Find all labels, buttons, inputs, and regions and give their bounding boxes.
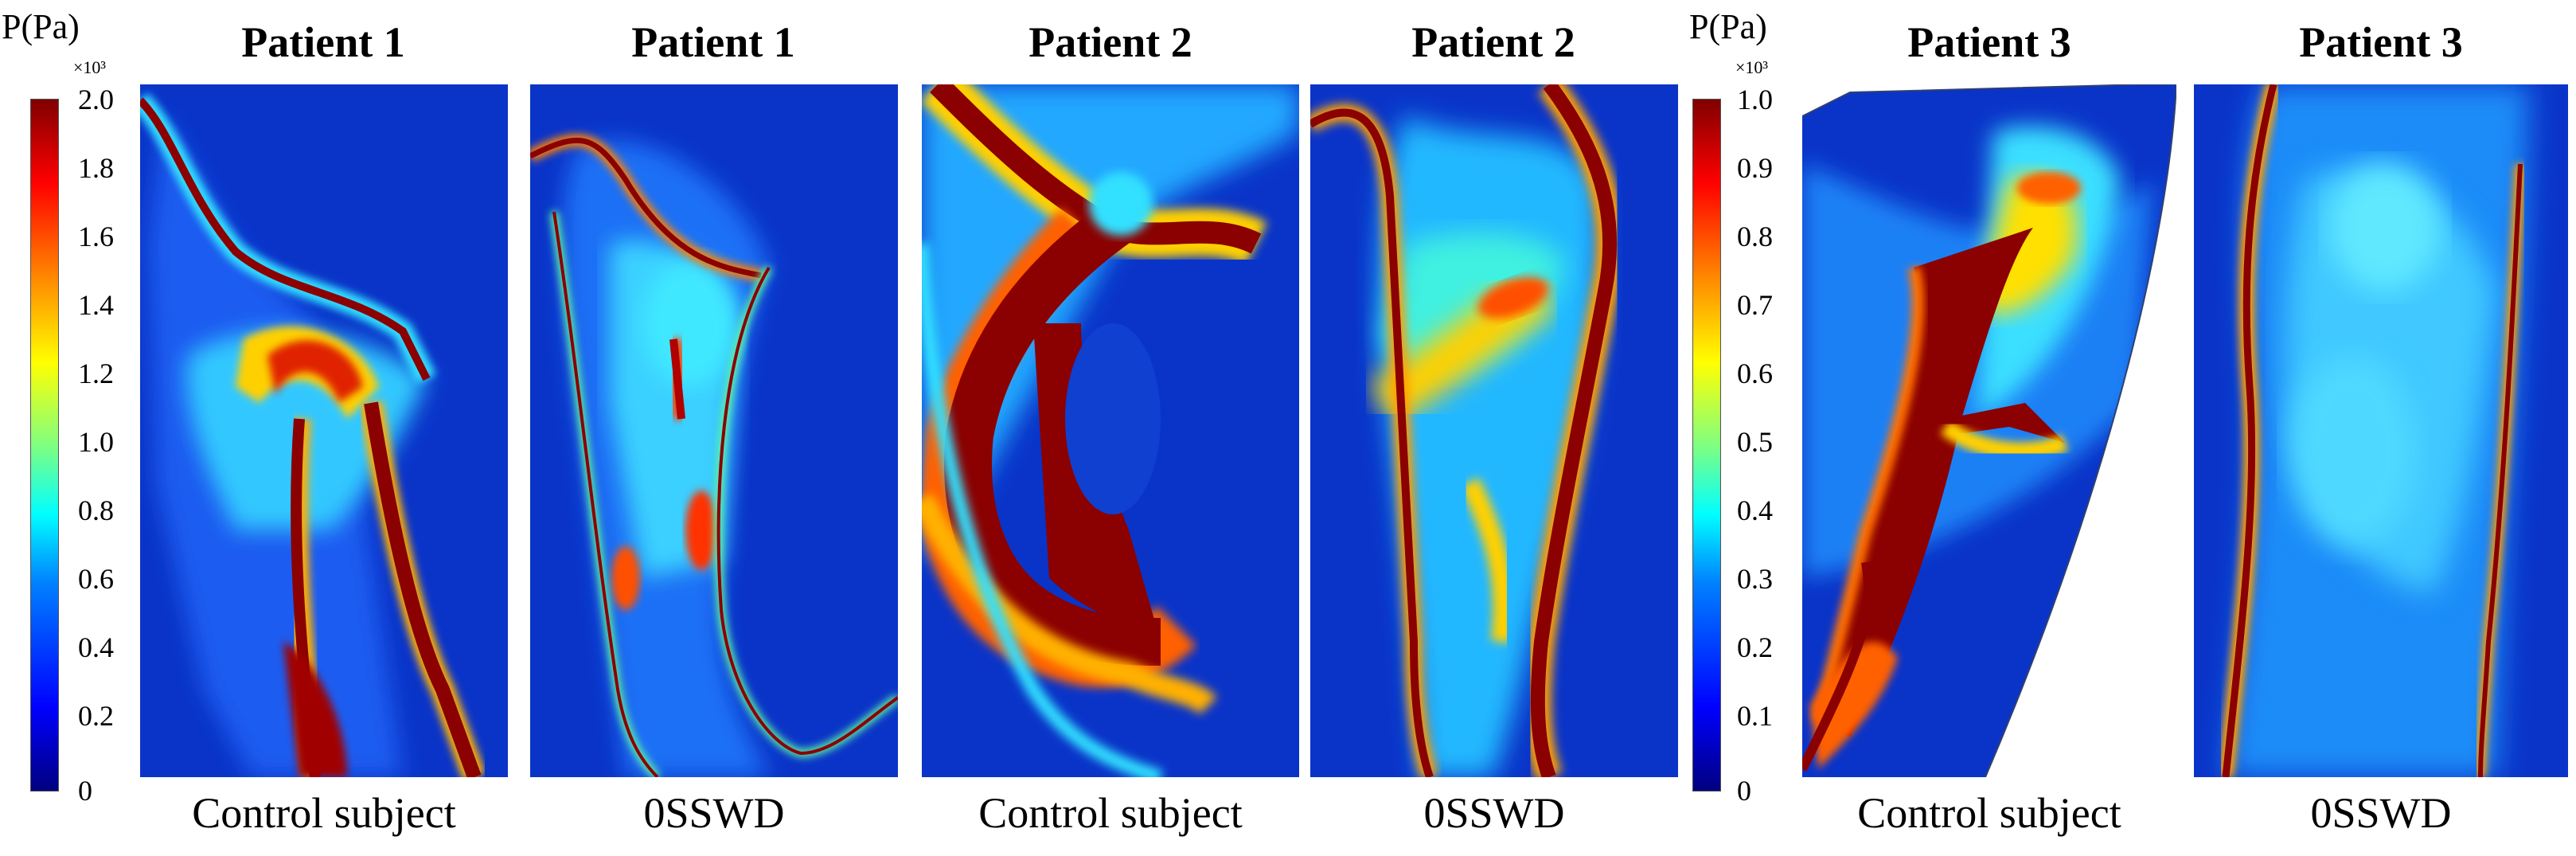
colorbar-1-tick: 1.0 — [78, 426, 114, 458]
panel-1-title: Patient 1 — [241, 18, 405, 66]
colorbar-1-multiplier: ×10³ — [73, 57, 107, 77]
panel-5-title: Patient 3 — [1907, 18, 2071, 66]
panel-1-caption: Control subject — [192, 789, 456, 837]
panel-6-caption: 0SSWD — [2310, 789, 2452, 837]
panel-4-pressure-map — [1310, 84, 1678, 777]
colorbar-1-tick: 1.6 — [78, 221, 114, 252]
colorbar-1-tick: 1.2 — [78, 358, 114, 389]
panel-5-caption: Control subject — [1857, 789, 2121, 837]
colorbar-1-tick: 0.2 — [78, 700, 114, 732]
panel-4-caption: 0SSWD — [1423, 789, 1565, 837]
colorbar-1-tick: 0.8 — [78, 494, 114, 526]
colorbar-2 — [1692, 99, 1721, 792]
panel-2-pressure-map — [530, 84, 898, 777]
colorbar-2-tick: 0.9 — [1737, 152, 1773, 184]
panel-2-caption: 0SSWD — [643, 789, 785, 837]
colorbar-1-tick: 0 — [78, 775, 92, 807]
colorbar-1-title: P(Pa) — [2, 7, 80, 46]
panel-2-title: Patient 1 — [631, 18, 795, 66]
panel-6-pressure-map — [2194, 84, 2568, 777]
colorbar-2-tick: 0.4 — [1737, 494, 1773, 526]
colorbar-2-tick: 0.5 — [1737, 426, 1773, 458]
colorbar-2-tick: 0 — [1737, 775, 1751, 807]
colorbar-1 — [30, 99, 59, 792]
colorbar-2-tick: 0.7 — [1737, 289, 1773, 321]
colorbar-1-tick: 0.6 — [78, 563, 114, 595]
panel-3-title: Patient 2 — [1028, 18, 1192, 66]
colorbar-1-tick: 1.4 — [78, 289, 114, 321]
colorbar-1-tick: 0.4 — [78, 631, 114, 663]
colorbar-1-tick: 1.8 — [78, 152, 114, 184]
panel-1-pressure-map — [140, 84, 508, 777]
panel-5-pressure-map — [1802, 84, 2176, 777]
panel-3-pressure-map — [922, 84, 1299, 777]
colorbar-2-tick: 0.1 — [1737, 700, 1773, 732]
colorbar-2-tick: 1.0 — [1737, 84, 1773, 115]
panel-3-caption: Control subject — [978, 789, 1243, 837]
colorbar-1-tick: 2.0 — [78, 84, 114, 115]
panel-6-title: Patient 3 — [2299, 18, 2463, 66]
panel-5-watermark — [1958, 94, 1961, 107]
colorbar-2-tick: 0.2 — [1737, 631, 1773, 663]
panel-4-title: Patient 2 — [1411, 18, 1575, 66]
colorbar-2-multiplier: ×10³ — [1735, 57, 1769, 77]
colorbar-2-title: P(Pa) — [1689, 7, 1767, 46]
colorbar-2-tick: 0.6 — [1737, 358, 1773, 389]
colorbar-2-tick: 0.3 — [1737, 563, 1773, 595]
colorbar-2-tick: 0.8 — [1737, 221, 1773, 252]
